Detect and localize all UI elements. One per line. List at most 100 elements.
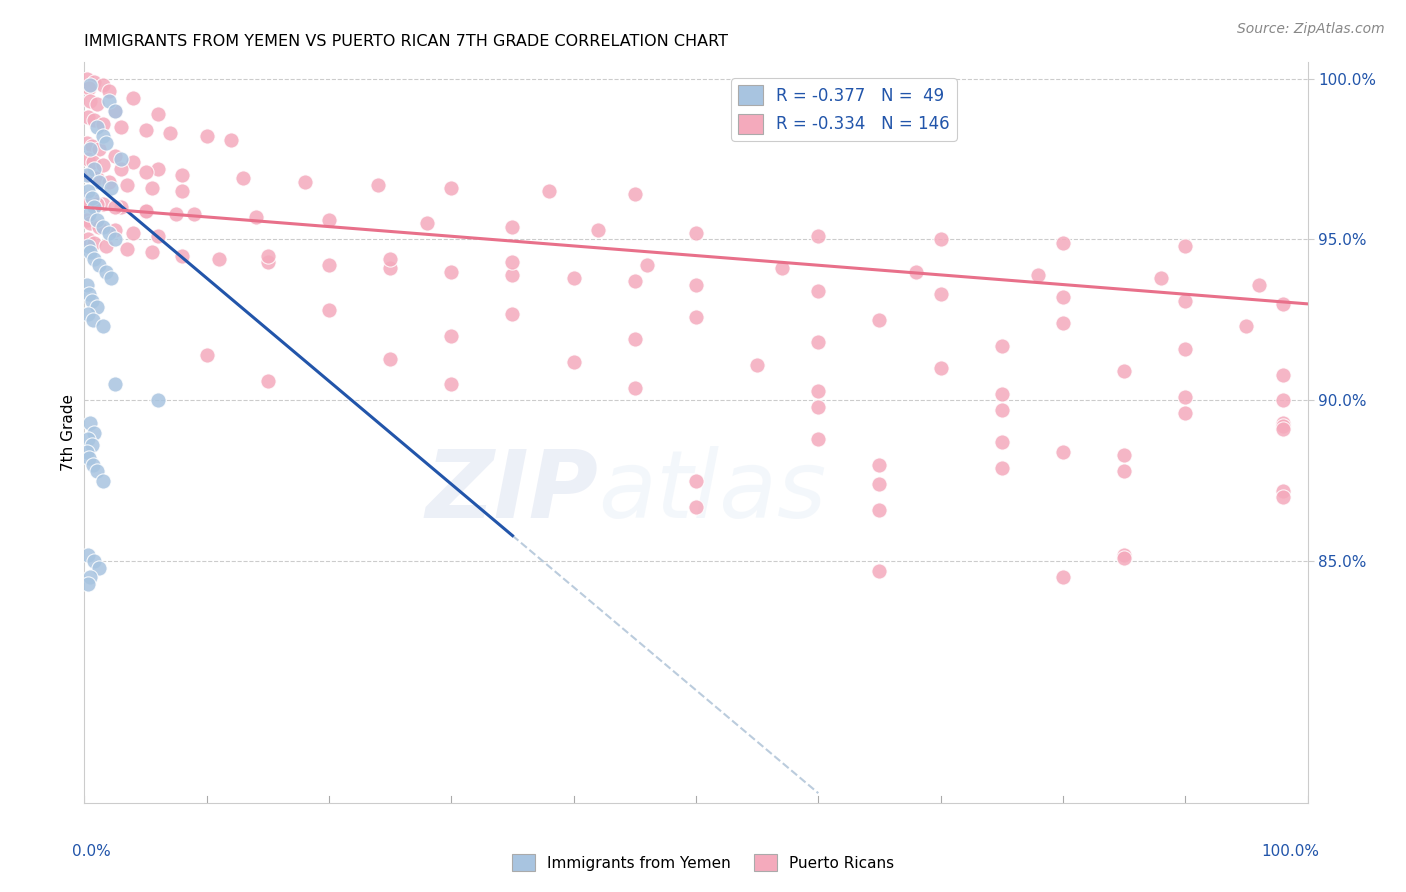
Point bbox=[1114, 551, 1136, 566]
Text: IMMIGRANTS FROM YEMEN VS PUERTO RICAN 7TH GRADE CORRELATION CHART: IMMIGRANTS FROM YEMEN VS PUERTO RICAN 7T… bbox=[84, 34, 728, 49]
Point bbox=[110, 152, 132, 166]
Point bbox=[183, 207, 205, 221]
Point bbox=[135, 165, 157, 179]
Point bbox=[77, 451, 100, 466]
Point bbox=[110, 200, 132, 214]
Point bbox=[110, 161, 132, 176]
Point bbox=[91, 197, 114, 211]
Point bbox=[1247, 277, 1270, 292]
Point bbox=[586, 223, 609, 237]
Point bbox=[146, 393, 169, 408]
Point bbox=[318, 303, 340, 318]
Point bbox=[440, 265, 463, 279]
Point bbox=[77, 152, 100, 166]
Point bbox=[1272, 416, 1295, 430]
Point bbox=[76, 277, 98, 292]
Point bbox=[1272, 490, 1295, 504]
Point bbox=[991, 461, 1014, 475]
Point bbox=[146, 107, 169, 121]
Point bbox=[86, 213, 108, 227]
Point bbox=[416, 216, 439, 230]
Point bbox=[219, 133, 242, 147]
Point bbox=[76, 71, 98, 86]
Point bbox=[624, 274, 647, 288]
Point bbox=[79, 78, 101, 92]
Point bbox=[91, 78, 114, 92]
Point bbox=[747, 358, 769, 372]
Point bbox=[685, 226, 707, 240]
Point bbox=[208, 252, 231, 266]
Point bbox=[76, 445, 98, 459]
Point bbox=[929, 287, 952, 301]
Text: Source: ZipAtlas.com: Source: ZipAtlas.com bbox=[1237, 22, 1385, 37]
Point bbox=[100, 271, 122, 285]
Point bbox=[1174, 239, 1197, 253]
Point bbox=[991, 339, 1014, 353]
Point bbox=[1052, 316, 1074, 330]
Point bbox=[80, 139, 103, 153]
Point bbox=[195, 129, 218, 144]
Point bbox=[807, 400, 830, 414]
Point bbox=[1114, 448, 1136, 462]
Point bbox=[91, 219, 114, 234]
Point bbox=[502, 268, 524, 282]
Point bbox=[624, 380, 647, 394]
Point bbox=[770, 261, 793, 276]
Point bbox=[172, 184, 194, 198]
Point bbox=[79, 245, 101, 260]
Point bbox=[115, 242, 138, 256]
Point bbox=[807, 284, 830, 298]
Point bbox=[318, 213, 340, 227]
Point bbox=[135, 203, 157, 218]
Point bbox=[77, 110, 100, 124]
Point bbox=[380, 252, 402, 266]
Point bbox=[83, 161, 105, 176]
Y-axis label: 7th Grade: 7th Grade bbox=[60, 394, 76, 471]
Point bbox=[79, 416, 101, 430]
Point bbox=[991, 435, 1014, 450]
Point bbox=[1272, 297, 1295, 311]
Point bbox=[83, 554, 105, 568]
Point bbox=[82, 458, 104, 472]
Text: atlas: atlas bbox=[598, 446, 827, 537]
Point bbox=[79, 94, 101, 108]
Point bbox=[146, 229, 169, 244]
Point bbox=[79, 142, 101, 156]
Point bbox=[91, 117, 114, 131]
Point bbox=[96, 136, 118, 150]
Point bbox=[159, 126, 181, 140]
Point bbox=[440, 181, 463, 195]
Point bbox=[1174, 293, 1197, 308]
Point bbox=[87, 258, 110, 272]
Point bbox=[1272, 419, 1295, 434]
Point bbox=[77, 287, 100, 301]
Text: 100.0%: 100.0% bbox=[1261, 844, 1320, 858]
Point bbox=[1272, 422, 1295, 436]
Point bbox=[91, 474, 114, 488]
Point bbox=[91, 158, 114, 172]
Point bbox=[1052, 235, 1074, 250]
Text: ZIP: ZIP bbox=[425, 446, 598, 538]
Point bbox=[100, 181, 122, 195]
Point bbox=[91, 319, 114, 334]
Point bbox=[685, 474, 707, 488]
Point bbox=[807, 432, 830, 446]
Point bbox=[135, 203, 157, 218]
Point bbox=[97, 94, 120, 108]
Point bbox=[146, 161, 169, 176]
Point bbox=[502, 219, 524, 234]
Point bbox=[869, 564, 891, 578]
Point bbox=[1052, 570, 1074, 584]
Point bbox=[83, 200, 105, 214]
Point bbox=[80, 438, 103, 452]
Point bbox=[991, 387, 1014, 401]
Point bbox=[929, 361, 952, 376]
Point bbox=[80, 191, 103, 205]
Point bbox=[1174, 342, 1197, 356]
Point bbox=[86, 464, 108, 478]
Point bbox=[97, 226, 120, 240]
Legend: R = -0.377   N =  49, R = -0.334   N = 146: R = -0.377 N = 49, R = -0.334 N = 146 bbox=[731, 78, 956, 141]
Point bbox=[1174, 390, 1197, 404]
Point bbox=[76, 213, 98, 227]
Point bbox=[82, 155, 104, 169]
